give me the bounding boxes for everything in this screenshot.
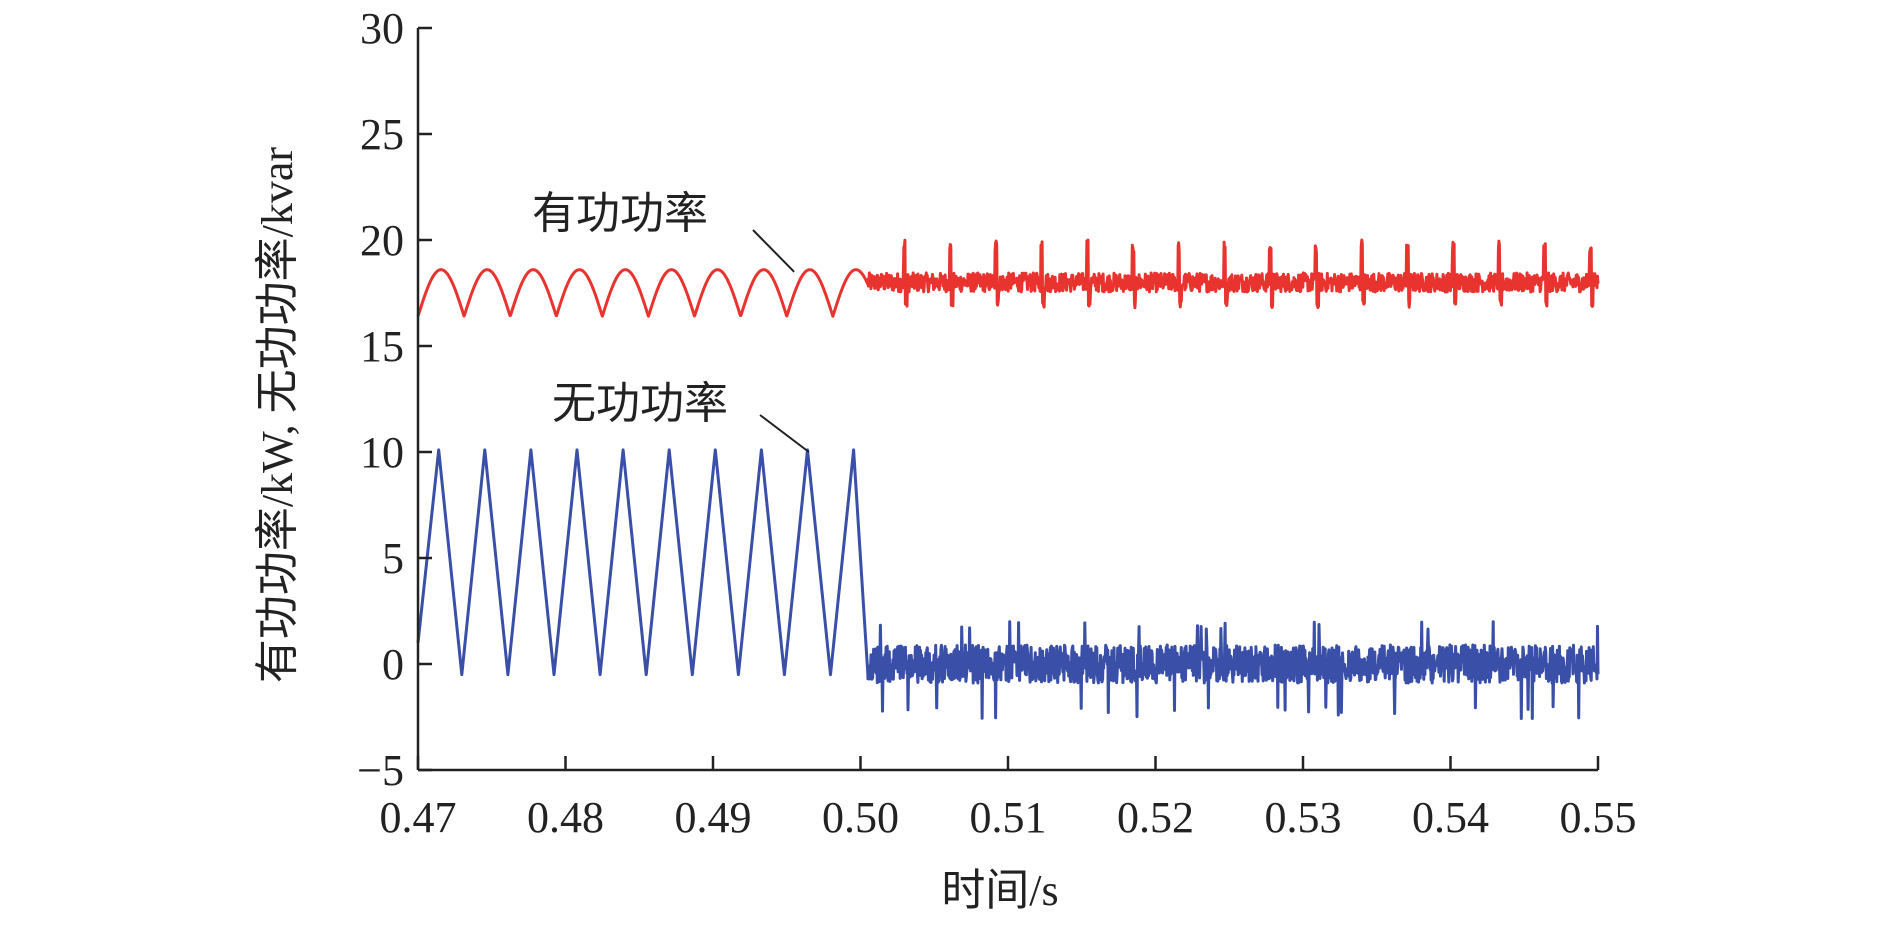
annotation-label-0: 有功功率: [532, 189, 708, 238]
series-line-0: [416, 238, 1600, 318]
x-tick-label: 0.49: [675, 793, 752, 842]
y-tick-label: 20: [360, 216, 404, 265]
y-tick-label: 0: [382, 640, 404, 689]
annotation-leader-1: [759, 414, 810, 453]
ticks-layer: 0.47 0.48 0.49 0.50 0.51 0.52 0.53 0.54 0.55 −5 0 5…: [357, 4, 1636, 842]
x-tick-label: 0.54: [1412, 793, 1489, 842]
y-axis-label: 有功功率/kW, 无功功率/kvar: [253, 147, 302, 683]
x-axis-label: 时间/s: [941, 866, 1058, 915]
series-layer: [416, 238, 1600, 720]
series-line-1: [416, 448, 1600, 720]
y-tick-label: 25: [360, 110, 404, 159]
x-tick-label: 0.50: [822, 793, 899, 842]
y-tick-label: 5: [382, 534, 404, 583]
y-tick-label: 15: [360, 322, 404, 371]
x-tick-label: 0.55: [1560, 793, 1637, 842]
x-tick-label: 0.47: [380, 793, 457, 842]
annotation-label-1: 无功功率: [552, 379, 728, 428]
y-tick-label: 30: [360, 4, 404, 53]
x-tick-label: 0.48: [527, 793, 604, 842]
annotation-leader-0: [752, 229, 795, 273]
x-tick-label: 0.53: [1265, 793, 1342, 842]
y-tick-label: −5: [357, 746, 404, 795]
x-tick-label: 0.51: [970, 793, 1047, 842]
y-tick-label: 10: [360, 428, 404, 477]
x-tick-label: 0.52: [1117, 793, 1194, 842]
